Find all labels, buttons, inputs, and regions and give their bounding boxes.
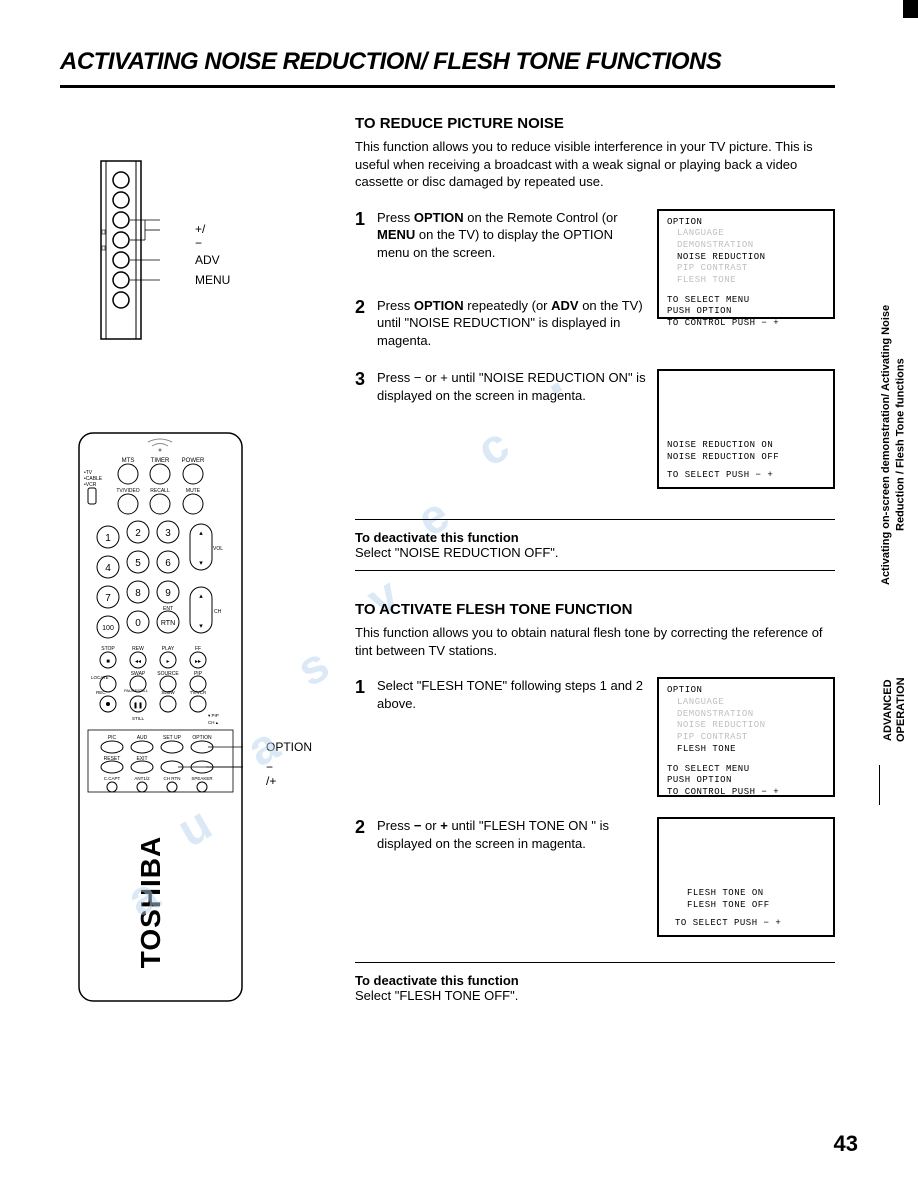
step-number: 1: [355, 677, 377, 698]
svg-text:▾ PIP: ▾ PIP: [208, 713, 219, 718]
svg-text:TV/VIDEO: TV/VIDEO: [116, 488, 139, 494]
callout-menu: MENU: [195, 273, 230, 287]
svg-text:CH RTN: CH RTN: [164, 776, 181, 781]
svg-text:ANT1/2: ANT1/2: [134, 776, 150, 781]
deactivate-text-2: Select "FLESH TONE OFF".: [355, 988, 835, 1003]
svg-text:AUD: AUD: [137, 735, 148, 741]
step-2b: 2 Press − or + until "FLESH TONE ON " is…: [355, 817, 835, 937]
deactivate-heading: To deactivate this function: [355, 530, 835, 545]
svg-text:▸▸: ▸▸: [195, 659, 201, 665]
section2-intro: This function allows you to obtain natur…: [355, 624, 835, 659]
callout-minus-plus: − /+: [266, 760, 276, 788]
svg-text:CH ▴: CH ▴: [208, 720, 219, 725]
svg-text:MTS: MTS: [122, 458, 135, 464]
svg-text:C.CAPT: C.CAPT: [104, 776, 121, 781]
svg-text:1: 1: [105, 533, 111, 544]
svg-text:100: 100: [102, 625, 114, 632]
svg-text:STOP: STOP: [101, 646, 115, 652]
osd-option-menu-2: OPTION LANGUAGE DEMONSTRATION NOISE REDU…: [657, 677, 835, 797]
main-content: TO REDUCE PICTURE NOISE This function al…: [355, 115, 835, 1013]
svg-text:5: 5: [135, 558, 141, 569]
svg-text:PAUSESTILL: PAUSESTILL: [124, 688, 149, 693]
step-number: 2: [355, 297, 377, 318]
side-section-label: Activating on-screen demonstration/ Acti…: [879, 285, 908, 605]
svg-text:TOSHIBA: TOSHIBA: [135, 836, 166, 969]
svg-text:❚❚: ❚❚: [133, 702, 143, 709]
svg-text:VOL: VOL: [213, 546, 223, 552]
svg-text:SLOW: SLOW: [161, 690, 175, 695]
svg-text:RTN: RTN: [161, 620, 175, 627]
step-3: 3 Press − or + until "NOISE REDUCTION ON…: [355, 369, 835, 489]
section1-heading: TO REDUCE PICTURE NOISE: [355, 115, 835, 132]
step-number: 2: [355, 817, 377, 838]
svg-text:POWER: POWER: [182, 458, 205, 464]
osd-flesh-tone: FLESH TONE ON FLESH TONE OFF TO SELECT P…: [657, 817, 835, 937]
svg-text:STILL: STILL: [132, 716, 145, 721]
divider: [355, 570, 835, 571]
svg-text:▴: ▴: [199, 593, 203, 600]
section1-intro: This function allows you to reduce visib…: [355, 138, 835, 191]
svg-text:4: 4: [105, 563, 111, 574]
svg-text:TIMER: TIMER: [151, 458, 170, 464]
deactivate-heading-2: To deactivate this function: [355, 973, 835, 988]
osd-option-menu: OPTION LANGUAGE DEMONSTRATION NOISE REDU…: [657, 209, 835, 319]
svg-text:7: 7: [105, 593, 111, 604]
page-corner-marker: [903, 0, 918, 18]
svg-text:•VCR: •VCR: [84, 482, 97, 488]
step-number: 3: [355, 369, 377, 390]
svg-text:SPEAKER: SPEAKER: [191, 776, 213, 781]
step-text: Press OPTION repeatedly (or ADV on the T…: [377, 297, 657, 350]
step-number: 1: [355, 209, 377, 230]
divider: [355, 519, 835, 520]
callout-adv: ADV: [195, 253, 220, 267]
watermark: s: [288, 637, 339, 698]
callout-option: OPTION: [266, 740, 312, 754]
page-title: ACTIVATING NOISE REDUCTION/ FLESH TONE F…: [60, 48, 721, 76]
remote-control-diagram: MTS TIMER POWER •TV •CABLE •VCR TV/VIDEO…: [78, 432, 243, 1007]
svg-text:6: 6: [165, 558, 171, 569]
svg-text:▾: ▾: [199, 623, 203, 630]
svg-text:8: 8: [135, 588, 141, 599]
side-chapter-label: ADVANCED OPERATION: [882, 660, 908, 760]
svg-text:CH: CH: [214, 609, 222, 615]
step-1b: 1 Select "FLESH TONE" following steps 1 …: [355, 677, 835, 797]
step-text: Press − or + until "FLESH TONE ON " is d…: [377, 817, 657, 852]
svg-text:OPTION: OPTION: [192, 735, 212, 741]
svg-text:PLAY: PLAY: [162, 646, 175, 652]
deactivate-text: Select "NOISE REDUCTION OFF".: [355, 545, 835, 560]
svg-text:TV/VCR: TV/VCR: [190, 690, 207, 695]
svg-text:◂◂: ◂◂: [135, 659, 141, 665]
svg-text:▾: ▾: [199, 560, 203, 567]
svg-text:▸: ▸: [166, 659, 169, 665]
svg-text:FF: FF: [195, 646, 201, 652]
step-text: Press OPTION on the Remote Control (or M…: [377, 209, 657, 262]
svg-text:SET UP: SET UP: [163, 735, 182, 741]
svg-text:3: 3: [165, 528, 171, 539]
page-number: 43: [834, 1131, 858, 1157]
svg-text:0: 0: [135, 618, 141, 629]
svg-text:REC: REC: [96, 690, 106, 695]
svg-text:9: 9: [165, 588, 171, 599]
title-underline: [60, 85, 835, 88]
svg-text:REW: REW: [132, 646, 144, 652]
svg-text:MUTE: MUTE: [186, 488, 201, 494]
divider: [355, 962, 835, 963]
remote-panel-diagram: +/− ADV MENU: [100, 160, 170, 340]
svg-text:■: ■: [106, 659, 110, 665]
osd-noise-reduction: NOISE REDUCTION ON NOISE REDUCTION OFF T…: [657, 369, 835, 489]
side-rule: [879, 765, 880, 805]
svg-text:PIC: PIC: [108, 735, 117, 741]
step-text: Press − or + until "NOISE REDUCTION ON" …: [377, 369, 657, 404]
section2-heading: TO ACTIVATE FLESH TONE FUNCTION: [355, 601, 835, 618]
svg-text:▴: ▴: [199, 530, 203, 537]
step-text: Select "FLESH TONE" following steps 1 an…: [377, 677, 657, 712]
callout-plus-minus: +/−: [195, 222, 205, 250]
svg-text:2: 2: [135, 528, 141, 539]
svg-text:RECALL: RECALL: [150, 488, 170, 494]
